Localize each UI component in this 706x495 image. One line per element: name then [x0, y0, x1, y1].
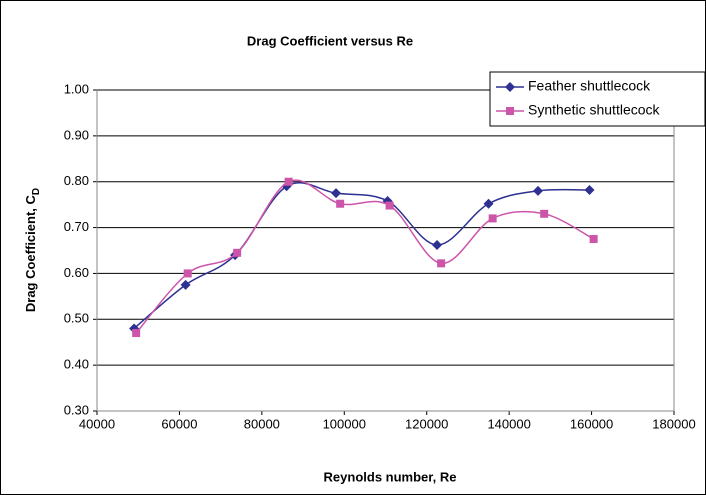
y-axis-title-subscript: D: [31, 188, 42, 195]
marker: [331, 188, 342, 199]
marker: [540, 209, 549, 218]
y-tick-label: 0.40: [64, 357, 89, 372]
marker: [180, 279, 191, 290]
x-tick-label: 160000: [570, 416, 613, 431]
y-tick-label: 0.90: [64, 127, 89, 142]
marker: [532, 185, 543, 196]
marker: [385, 201, 394, 210]
x-tick-label: 100000: [323, 416, 366, 431]
marker: [233, 248, 242, 257]
x-axis-title: Reynolds number, Re: [324, 469, 457, 484]
marker: [132, 329, 141, 338]
marker: [437, 259, 446, 268]
marker: [284, 177, 293, 186]
y-tick-label: 0.80: [64, 173, 89, 188]
y-tick-label: 0.30: [64, 402, 89, 417]
legend-marker: [506, 107, 514, 115]
x-tick-label: 180000: [652, 416, 695, 431]
x-tick-label: 80000: [244, 416, 280, 431]
y-axis-title-text: Drag Coefficient, C: [23, 195, 38, 313]
marker: [336, 199, 345, 208]
marker: [483, 198, 494, 209]
series-line: [133, 181, 590, 330]
legend-label: Feather shuttlecock: [528, 78, 651, 94]
marker: [488, 214, 497, 223]
legend-marker: [505, 82, 515, 92]
y-tick-label: 0.60: [64, 265, 89, 280]
x-tick-label: 40000: [79, 416, 115, 431]
legend-label: Synthetic shuttlecock: [528, 102, 661, 118]
marker: [432, 239, 443, 250]
marker: [589, 235, 598, 244]
chart-title: Drag Coefficient versus Re: [247, 33, 413, 48]
marker: [584, 184, 595, 195]
y-axis-title: Drag Coefficient, CD: [23, 188, 41, 312]
y-tick-label: 0.70: [64, 219, 89, 234]
marker: [183, 269, 192, 278]
x-tick-label: 140000: [487, 416, 530, 431]
y-tick-label: 0.50: [64, 311, 89, 326]
series-line: [135, 179, 594, 334]
x-tick-label: 60000: [161, 416, 197, 431]
x-tick-label: 120000: [405, 416, 448, 431]
legend-box: [489, 71, 706, 127]
y-tick-label: 1.00: [64, 81, 89, 96]
